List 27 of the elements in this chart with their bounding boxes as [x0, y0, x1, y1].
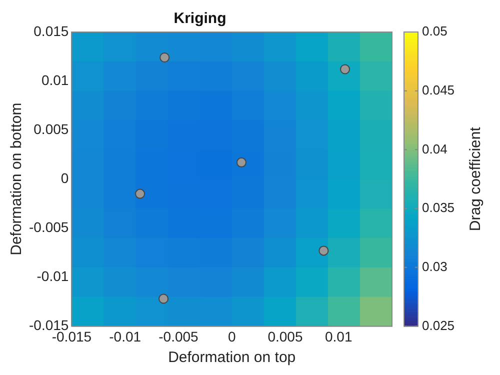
point — [236, 157, 246, 168]
x-tick-label: -0.01 — [109, 328, 142, 344]
y-tick-label: 0.005 — [34, 120, 69, 137]
x-tick-label: 0.01 — [324, 328, 352, 344]
x-tick-label: -0.005 — [158, 328, 199, 344]
x-tick-label: 0 — [228, 328, 236, 344]
color-bar-title: Drag coefficient — [467, 126, 484, 232]
y-tick-label: 0.015 — [34, 22, 69, 39]
point — [340, 64, 350, 74]
y-tick-label: 0.01 — [41, 72, 69, 88]
x-tick-label: 0.005 — [268, 328, 303, 344]
point — [160, 52, 170, 62]
x-axis-title: Deformation on top — [168, 349, 296, 366]
point — [318, 246, 329, 256]
y-tick-label: 0 — [60, 170, 69, 186]
color-bar-label: 0.045 — [422, 82, 455, 98]
color-bar-label: 0.035 — [422, 200, 455, 216]
y-tick-label: -0.005 — [28, 218, 69, 235]
y-axis-title: Deformation on bottom — [8, 102, 26, 256]
color-bar-label: 0.05 — [422, 24, 448, 39]
point — [158, 294, 169, 304]
y-tick-label: -0.01 — [36, 268, 69, 284]
chart-title: Kriging — [174, 10, 226, 28]
color-bar-label: 0.04 — [422, 141, 448, 156]
color-bar-label: 0.03 — [422, 258, 448, 274]
point — [135, 188, 146, 199]
color-bar-label: 0.025 — [422, 318, 455, 333]
